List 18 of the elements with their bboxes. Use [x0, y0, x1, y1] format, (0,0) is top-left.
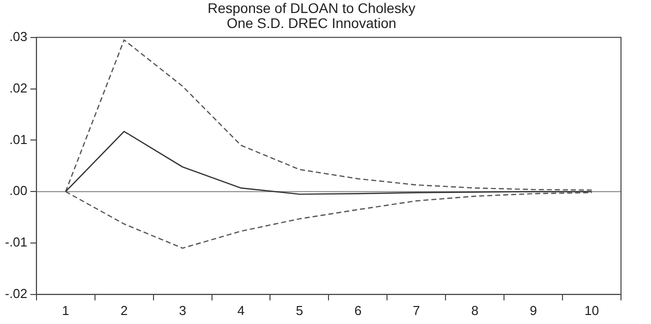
x-tick-label: 6 — [354, 302, 362, 318]
x-tick-label: 7 — [412, 302, 420, 318]
chart-subtitle: One S.D. DREC Innovation — [226, 14, 396, 31]
x-tick-label: 8 — [471, 302, 478, 318]
y-tick-label: -.02 — [4, 286, 28, 301]
y-tick-label: .01 — [9, 132, 28, 147]
x-tick-label: 1 — [62, 302, 70, 318]
y-tick-label: .00 — [9, 183, 28, 198]
y-tick-label: -.01 — [4, 234, 28, 250]
x-tick-label: 2 — [120, 302, 128, 318]
y-tick-label: .03 — [9, 28, 28, 44]
x-tick-label: 3 — [178, 302, 186, 318]
x-tick-label: 5 — [296, 302, 304, 318]
x-tick-label: 9 — [530, 302, 537, 318]
y-tick-label: .02 — [9, 80, 28, 96]
x-tick-label: 4 — [237, 302, 245, 318]
x-tick-label: 10 — [584, 302, 600, 318]
chart-title: Response of DLOAN to Cholesky — [208, 0, 416, 16]
